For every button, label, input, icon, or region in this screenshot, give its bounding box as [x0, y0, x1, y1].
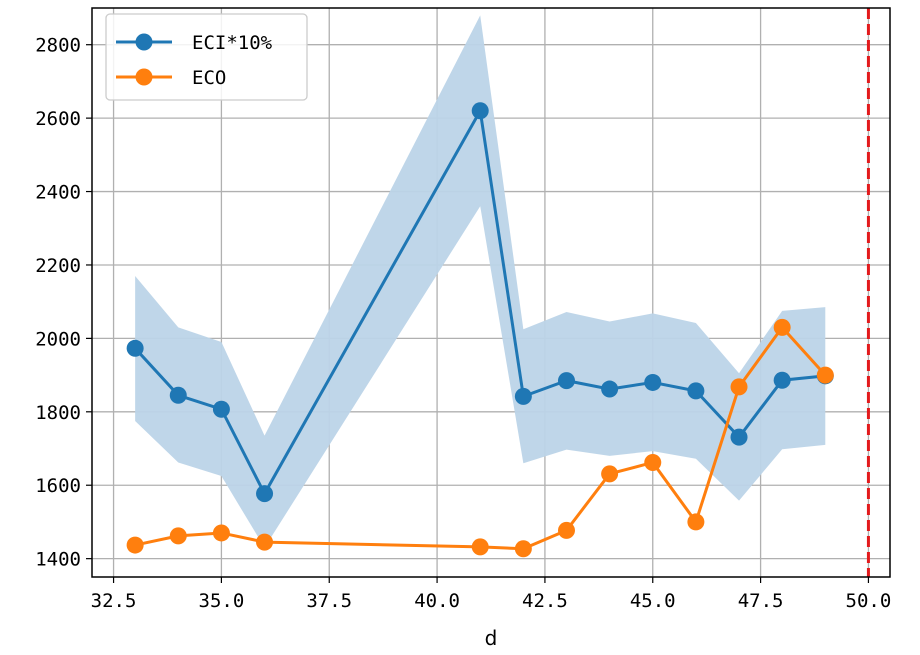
- data-point: [687, 382, 705, 400]
- plot-frame: [91, 7, 891, 578]
- data-point: [471, 538, 489, 556]
- data-point: [471, 102, 489, 120]
- data-point: [773, 318, 791, 336]
- data-point: [816, 366, 834, 384]
- data-point: [169, 386, 187, 404]
- y-tick-label: 1800: [35, 402, 81, 424]
- data-point: [126, 339, 144, 357]
- x-axis-label: d: [485, 626, 498, 650]
- legend: ECI*10% ECO: [105, 13, 308, 101]
- data-point: [601, 380, 619, 398]
- x-tick-label: 47.5: [738, 590, 784, 612]
- data-point: [687, 513, 705, 531]
- x-tick-label: 50.0: [846, 590, 892, 612]
- x-tick-label: 37.5: [306, 590, 352, 612]
- x-tick-label: 45.0: [630, 590, 676, 612]
- y-tick-label: 2000: [35, 328, 81, 350]
- y-tick-label: 2800: [35, 35, 81, 57]
- data-point: [601, 465, 619, 483]
- data-point: [730, 378, 748, 396]
- y-tick-label: 2200: [35, 255, 81, 277]
- data-point: [773, 371, 791, 389]
- data-point: [644, 373, 662, 391]
- y-tick-label: 2600: [35, 108, 81, 130]
- y-tick-label: 1600: [35, 475, 81, 497]
- x-tick-label: 42.5: [522, 590, 568, 612]
- x-tick-label: 35.0: [199, 590, 245, 612]
- data-point: [730, 428, 748, 446]
- legend-marker: [135, 68, 153, 86]
- data-point: [212, 400, 230, 418]
- data-point: [212, 524, 230, 542]
- legend-label: ECO: [192, 67, 226, 89]
- x-tick-label: 32.5: [91, 590, 137, 612]
- axis-ticks: 32.5 35.0 37.5 40.0 42.5 45.0 47.5 50.0 1400 1600…: [35, 35, 891, 612]
- x-tick-label: 40.0: [414, 590, 460, 612]
- data-point: [256, 485, 274, 503]
- series-lines: [126, 102, 834, 558]
- y-tick-label: 1400: [35, 549, 81, 571]
- data-point: [557, 521, 575, 539]
- y-tick-label: 2400: [35, 182, 81, 204]
- data-point: [514, 540, 532, 558]
- data-point: [126, 536, 144, 554]
- data-point: [644, 453, 662, 471]
- data-point: [256, 533, 274, 551]
- legend-label: ECI*10%: [192, 32, 273, 54]
- legend-marker: [135, 33, 153, 51]
- data-point: [169, 527, 187, 545]
- data-point: [514, 387, 532, 405]
- data-point: [557, 372, 575, 390]
